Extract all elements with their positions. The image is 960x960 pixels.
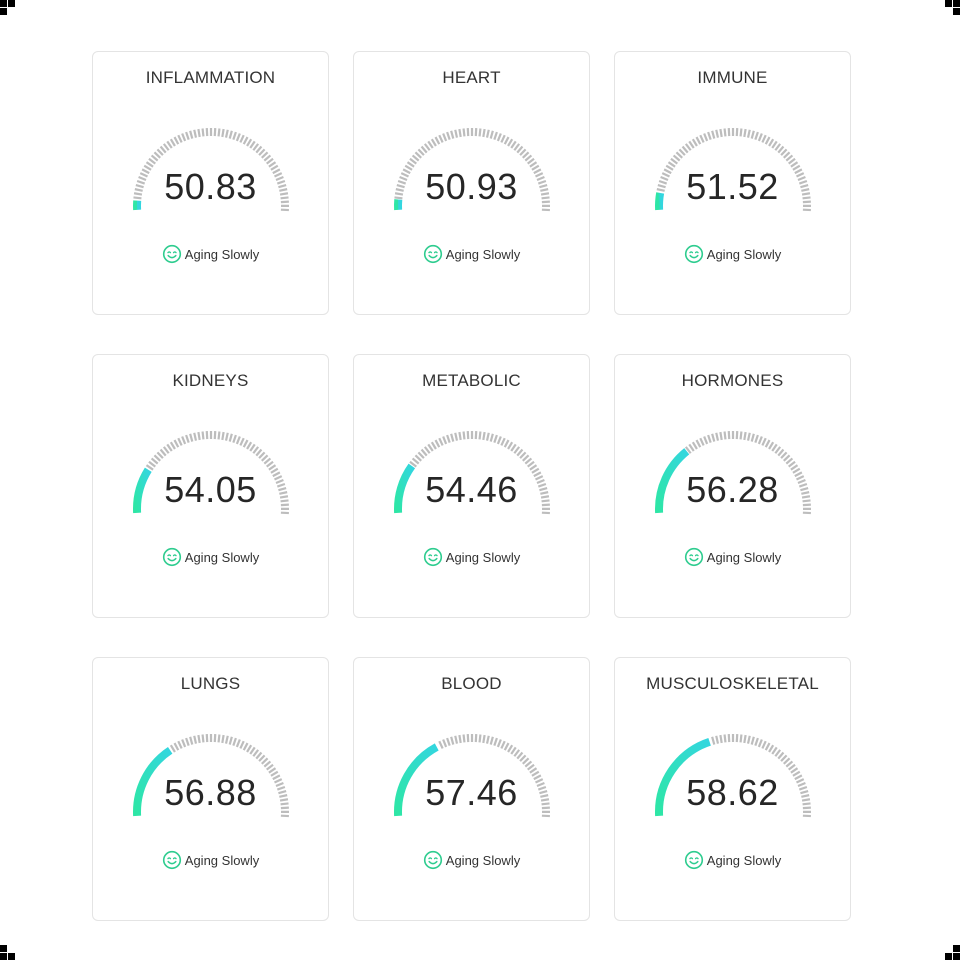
status-badge: Aging Slowly: [93, 850, 328, 870]
status-text: Aging Slowly: [706, 246, 782, 262]
card-immune[interactable]: IMMUNE 51.52 Aging Slowly: [614, 51, 851, 315]
gauge: [394, 431, 551, 515]
status-text: Aging Slowly: [706, 549, 782, 565]
smile-face-icon: [684, 244, 703, 264]
gauge-value: 57.46: [425, 772, 518, 813]
card-title: HORMONES: [681, 371, 784, 390]
card-title: LUNGS: [180, 674, 241, 693]
smile-face-icon: [162, 547, 181, 567]
card-metabolic[interactable]: METABOLIC 54.46 Aging Slowly: [353, 354, 590, 618]
smile-face-icon: [423, 244, 442, 264]
gauge: [655, 734, 812, 818]
status-badge: Aging Slowly: [93, 547, 328, 567]
card-title: HEART: [442, 68, 501, 87]
card-title: BLOOD: [441, 674, 502, 693]
corner-marker-bottom-right: [953, 953, 960, 960]
gauge-value: 56.88: [164, 772, 257, 813]
corner-marker-top-right: [953, 0, 960, 7]
card-heart[interactable]: HEART 50.93 Aging Slowly: [353, 51, 590, 315]
gauge: [394, 734, 551, 818]
gauge: [394, 128, 551, 212]
gauge: [133, 734, 290, 818]
status-text: Aging Slowly: [184, 852, 260, 868]
smile-face-icon: [423, 850, 442, 870]
card-title: KIDNEYS: [172, 371, 249, 390]
status-badge: Aging Slowly: [615, 547, 850, 567]
status-badge: Aging Slowly: [354, 547, 589, 567]
gauge-value: 56.28: [686, 469, 779, 510]
status-badge: Aging Slowly: [93, 244, 328, 264]
card-kidneys[interactable]: KIDNEYS 54.05 Aging Slowly: [92, 354, 329, 618]
status-text: Aging Slowly: [706, 852, 782, 868]
status-text: Aging Slowly: [445, 852, 521, 868]
gauge-value: 51.52: [686, 166, 779, 207]
status-badge: Aging Slowly: [615, 850, 850, 870]
status-badge: Aging Slowly: [354, 244, 589, 264]
smile-face-icon: [162, 850, 181, 870]
status-badge: Aging Slowly: [354, 850, 589, 870]
status-text: Aging Slowly: [184, 549, 260, 565]
status-text: Aging Slowly: [445, 246, 521, 262]
smile-face-icon: [423, 547, 442, 567]
card-inflammation[interactable]: INFLAMMATION 50.83 Aging Slowly: [92, 51, 329, 315]
gauge-value: 54.46: [425, 469, 518, 510]
biomarker-grid: INFLAMMATION 50.83 Aging Slowly HEART 50…: [92, 51, 851, 921]
card-title: MUSCULOSKELETAL: [646, 674, 819, 693]
gauge: [133, 431, 290, 515]
corner-marker-top-left: [0, 0, 7, 7]
gauge: [655, 431, 812, 515]
smile-face-icon: [684, 850, 703, 870]
card-hormones[interactable]: HORMONES 56.28 Aging Slowly: [614, 354, 851, 618]
card-blood[interactable]: BLOOD 57.46 Aging Slowly: [353, 657, 590, 921]
card-lungs[interactable]: LUNGS 56.88 Aging Slowly: [92, 657, 329, 921]
smile-face-icon: [684, 547, 703, 567]
smile-face-icon: [162, 244, 181, 264]
gauge-value: 58.62: [686, 772, 779, 813]
gauge: [655, 128, 812, 212]
gauge-value: 50.93: [425, 166, 518, 207]
gauge: [133, 128, 290, 212]
status-text: Aging Slowly: [184, 246, 260, 262]
card-title: METABOLIC: [422, 371, 521, 390]
card-title: IMMUNE: [697, 68, 768, 87]
gauge-value: 50.83: [164, 166, 257, 207]
corner-marker-bottom-left: [0, 953, 7, 960]
status-text: Aging Slowly: [445, 549, 521, 565]
gauge-value: 54.05: [164, 469, 257, 510]
card-musculoskeletal[interactable]: MUSCULOSKELETAL 58.62 Aging Slowly: [614, 657, 851, 921]
card-title: INFLAMMATION: [145, 68, 276, 87]
status-badge: Aging Slowly: [615, 244, 850, 264]
